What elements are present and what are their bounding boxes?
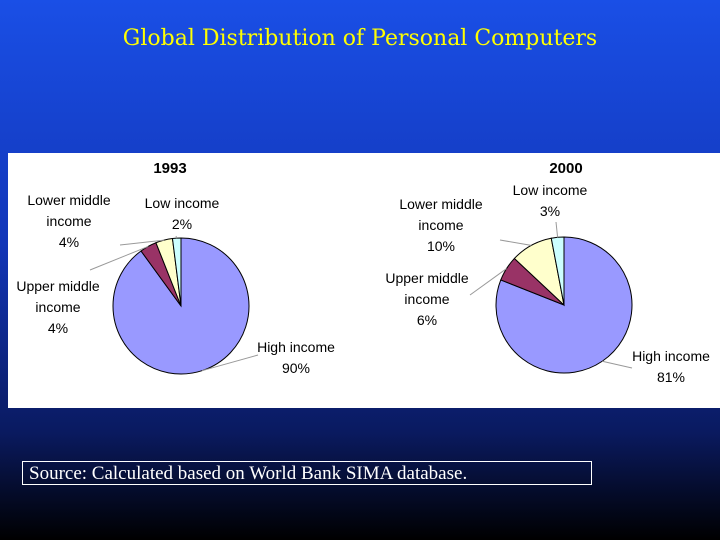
leader-line	[119, 239, 165, 246]
pie-slice	[495, 236, 633, 374]
slice-label: Upper middle income 6%	[369, 268, 485, 331]
category-label: Lower middle income	[27, 192, 111, 229]
slice-label: Low income 3%	[492, 180, 608, 222]
slide-title: Global Distribution of Personal Computer…	[122, 26, 598, 51]
value-label: 10%	[426, 238, 456, 254]
leader-line	[201, 354, 259, 372]
category-label: High income	[632, 348, 710, 364]
leader-line	[175, 235, 178, 239]
category-label: Low income	[144, 195, 220, 211]
chart-title: 2000	[549, 160, 582, 177]
leader-line	[469, 268, 507, 296]
leader-line	[602, 360, 633, 369]
leader-line	[555, 221, 559, 238]
value-label: 6%	[416, 312, 438, 328]
category-label: High income	[257, 339, 335, 355]
value-label: 81%	[656, 369, 686, 385]
slice-label: Low income 2%	[124, 193, 240, 235]
value-label: 4%	[47, 320, 69, 336]
slice-label: Lower middle income 4%	[11, 190, 127, 253]
value-label: 3%	[539, 203, 561, 219]
value-label: 2%	[171, 216, 193, 232]
category-label: Upper middle income	[16, 278, 100, 315]
leader-line	[499, 239, 532, 246]
slice-label: Lower middle income 10%	[383, 194, 499, 257]
category-label: Low income	[512, 182, 588, 198]
leader-line	[89, 245, 149, 271]
slice-label: High income 90%	[238, 337, 354, 379]
category-label: Upper middle income	[385, 270, 469, 307]
slice-label: Upper middle income 4%	[0, 276, 116, 339]
category-label: Lower middle income	[399, 196, 483, 233]
source-note: Source: Calculated based on World Bank S…	[22, 461, 592, 485]
value-label: 4%	[58, 234, 80, 250]
chart-title: 1993	[153, 160, 186, 177]
value-label: 90%	[281, 360, 311, 376]
slice-label: High income 81%	[613, 346, 720, 388]
